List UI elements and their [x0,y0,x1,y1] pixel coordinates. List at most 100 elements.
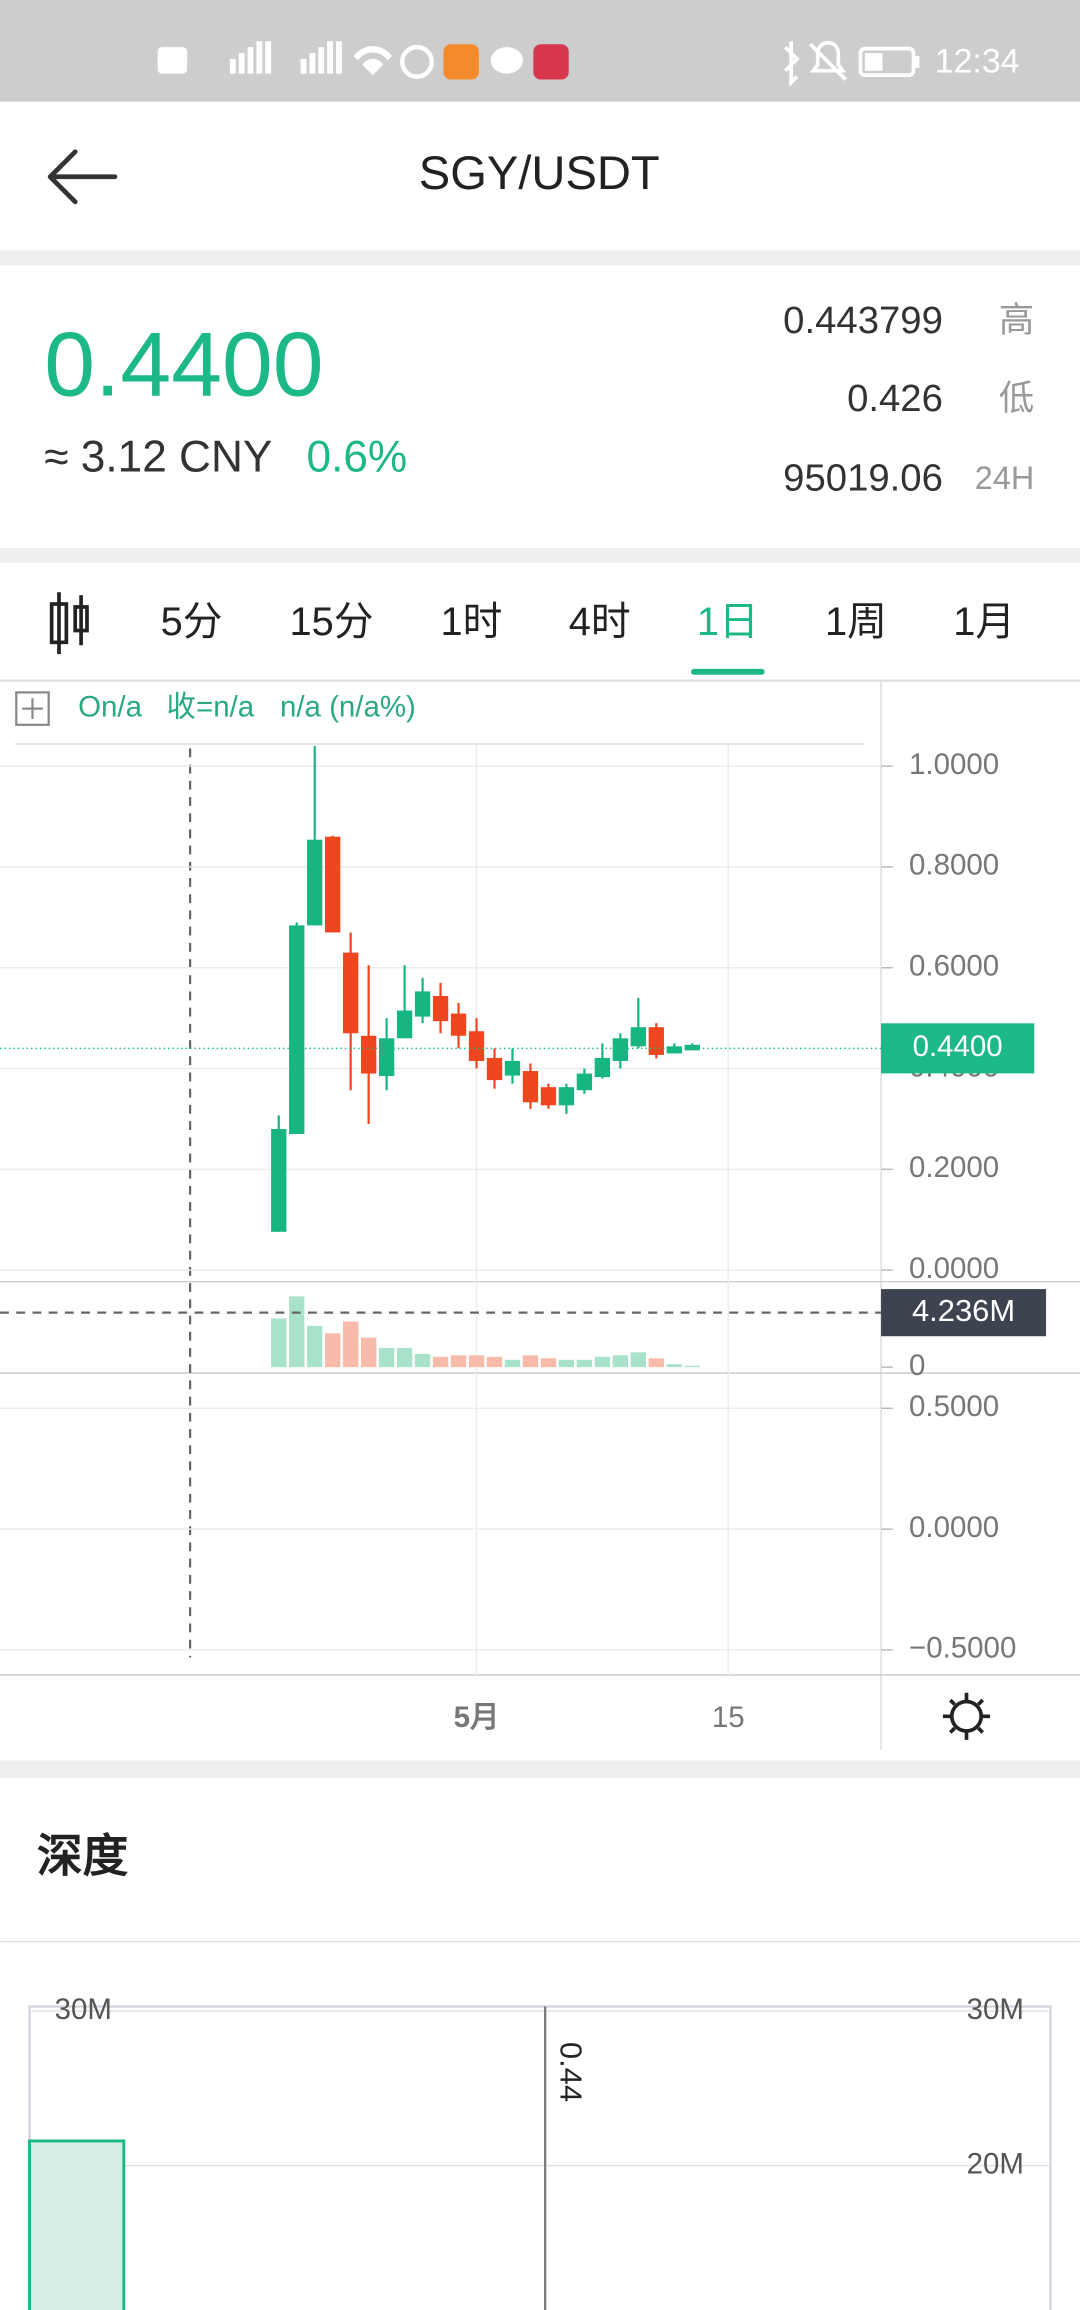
bid-area [28,2139,126,2310]
y-tick-label: 1.0000 [909,748,999,781]
mid-price-label: 0.44 [554,2042,589,2102]
candle-body [450,1013,467,1036]
x-tick-label: 15 [712,1701,745,1734]
volume-bar [450,1355,467,1368]
volume-label: 24H [975,460,1034,496]
crosshair-box [881,1289,1047,1337]
candle-body [540,1087,557,1106]
candle-body [289,925,305,1135]
status-icons [157,40,920,87]
candle-body [325,836,341,933]
divider [0,1760,1080,1779]
low-value: 0.426 [847,377,943,420]
tab[interactable]: 1时 [441,600,503,644]
candle-body [343,952,359,1034]
volume-bar [396,1347,413,1368]
candle-body [630,1027,646,1047]
volume-bar [432,1356,449,1368]
current-price-label: 0.4400 [913,1030,1003,1063]
volume-bar [666,1364,682,1368]
y-tick-label: −0.5000 [909,1632,1016,1665]
volume-bar [307,1325,323,1368]
current-price-box [881,1023,1035,1074]
candle-body [612,1038,629,1061]
change-percent: 0.6% [306,432,407,481]
y-tick-label: 0.8000 [909,849,999,882]
ohlc-legend: On/a [78,690,142,723]
volume-bar [612,1355,629,1368]
tab[interactable]: 1月 [953,600,1015,644]
ohlc-legend: 收=n/a [167,690,255,723]
volume-bar [289,1296,305,1368]
volume-bar [648,1358,664,1368]
candle-body [360,1035,377,1074]
volume-bar [576,1359,593,1368]
candle-body [684,1044,700,1051]
tab[interactable]: 4时 [569,600,631,644]
volume-bar [594,1356,611,1368]
back-button[interactable] [47,149,118,205]
divider [0,548,1080,563]
volume-bar [558,1359,575,1368]
tab[interactable]: 1周 [825,600,887,644]
candle-body [307,839,323,926]
candle-body [666,1046,682,1054]
volume-bar [271,1318,287,1368]
volume-bar [468,1355,485,1368]
volume-bar [360,1337,377,1368]
high-value: 0.443799 [783,299,943,342]
volume-bar [504,1359,521,1368]
y-tick-label-right: 30M [967,1993,1024,2026]
y-tick-label-right: 20M [967,2147,1024,2180]
candle-body [486,1057,503,1081]
y-tick-label: 0.2000 [909,1151,999,1184]
status-time: 12:34 [935,42,1020,80]
y-tick-label: 0.5000 [909,1390,999,1423]
candle-body [378,1038,395,1077]
volume-bar [343,1321,359,1368]
candle-body [558,1087,575,1106]
volume-bar [630,1352,646,1368]
candle-body [522,1071,539,1103]
volume-bar [325,1333,341,1368]
y-tick-label: 0.0000 [909,1511,999,1544]
expand-icon[interactable] [15,691,50,726]
candle-body [504,1060,521,1076]
last-price: 0.4400 [44,313,323,415]
volume-bar [522,1355,539,1368]
high-label: 高 [999,301,1034,340]
divider [0,250,1080,266]
x-tick-label: 5月 [454,1701,500,1734]
section-title: 深度 [37,1830,129,1881]
y-tick-label: 0.0000 [909,1252,999,1285]
volume-bar [486,1356,503,1368]
tab[interactable]: 1日 [697,600,759,644]
y-tick-label: 0.6000 [909,950,999,983]
candle-body [594,1057,611,1078]
candle-body [648,1027,664,1055]
volume-bar [684,1365,700,1368]
volume-bar [414,1353,431,1368]
candle-body [396,1010,413,1039]
chart-type-icon[interactable] [49,592,89,655]
volume-bar [378,1347,395,1368]
y-tick-label: 0 [909,1349,925,1382]
tab[interactable]: 5分 [161,600,223,644]
tab-indicator [691,668,765,675]
low-label: 低 [999,379,1034,418]
depth-frame [28,2005,1052,2310]
candle-body [576,1073,593,1091]
y-tick-label: 30M [55,1993,112,2026]
candle-body [271,1128,287,1232]
page-title: SGY/USDT [419,146,660,199]
ohlc-legend: n/a (n/a%) [280,690,416,723]
cny-price: ≈ 3.12 CNY [44,432,272,481]
candle-body [468,1031,485,1061]
settings-button[interactable] [942,1692,991,1740]
tab[interactable]: 15分 [290,600,374,644]
volume-bar [540,1358,557,1368]
candle-body [414,991,431,1017]
volume-value: 95019.06 [783,456,943,499]
crosshair-label: 4.236M [912,1293,1015,1328]
